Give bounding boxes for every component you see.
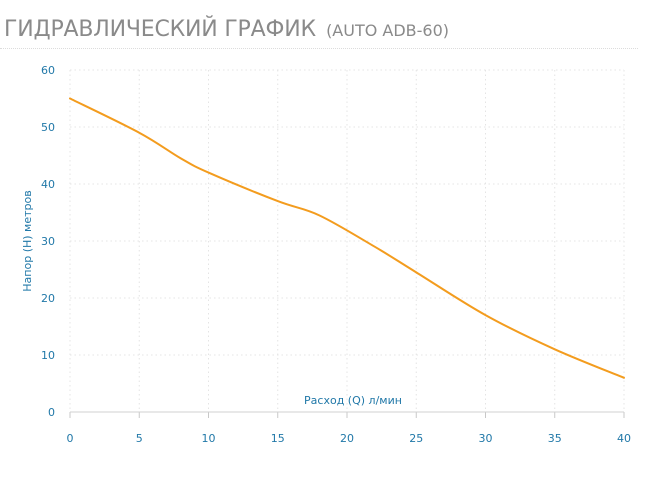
title-divider bbox=[0, 48, 638, 49]
page-title: ГИДРАВЛИЧЕСКИЙ ГРАФИК (AUTO ADB-60) bbox=[4, 10, 449, 46]
y-tick-label: 20 bbox=[41, 292, 55, 305]
y-tick-label: 40 bbox=[41, 178, 55, 191]
x-tick-label: 10 bbox=[202, 432, 216, 445]
x-tick-label: 30 bbox=[479, 432, 493, 445]
x-axis: 0 5 10 15 20 25 30 35 40 bbox=[67, 412, 631, 445]
series bbox=[69, 97, 625, 379]
grid bbox=[69, 69, 625, 412]
page-title-main: ГИДРАВЛИЧЕСКИЙ ГРАФИК bbox=[4, 17, 316, 42]
series-line bbox=[69, 97, 625, 379]
x-tick-label: 25 bbox=[409, 432, 423, 445]
y-tick-label: 10 bbox=[41, 349, 55, 362]
x-tick-label: 20 bbox=[340, 432, 354, 445]
x-tick-label: 15 bbox=[271, 432, 285, 445]
y-axis: 0 10 20 30 40 50 60 bbox=[41, 64, 55, 419]
x-tick-label: 35 bbox=[548, 432, 562, 445]
x-axis-title: Расход (Q) л/мин bbox=[304, 394, 402, 407]
y-tick-label: 30 bbox=[41, 235, 55, 248]
y-tick-label: 0 bbox=[48, 406, 55, 419]
page-title-model: (AUTO ADB-60) bbox=[326, 21, 450, 40]
x-tick-label: 40 bbox=[617, 432, 631, 445]
y-tick-label: 50 bbox=[41, 121, 55, 134]
x-tick-label: 5 bbox=[136, 432, 143, 445]
y-axis-title: Напор (H) метров bbox=[21, 190, 34, 291]
y-tick-label: 60 bbox=[41, 64, 55, 77]
x-tick-label: 0 bbox=[67, 432, 74, 445]
